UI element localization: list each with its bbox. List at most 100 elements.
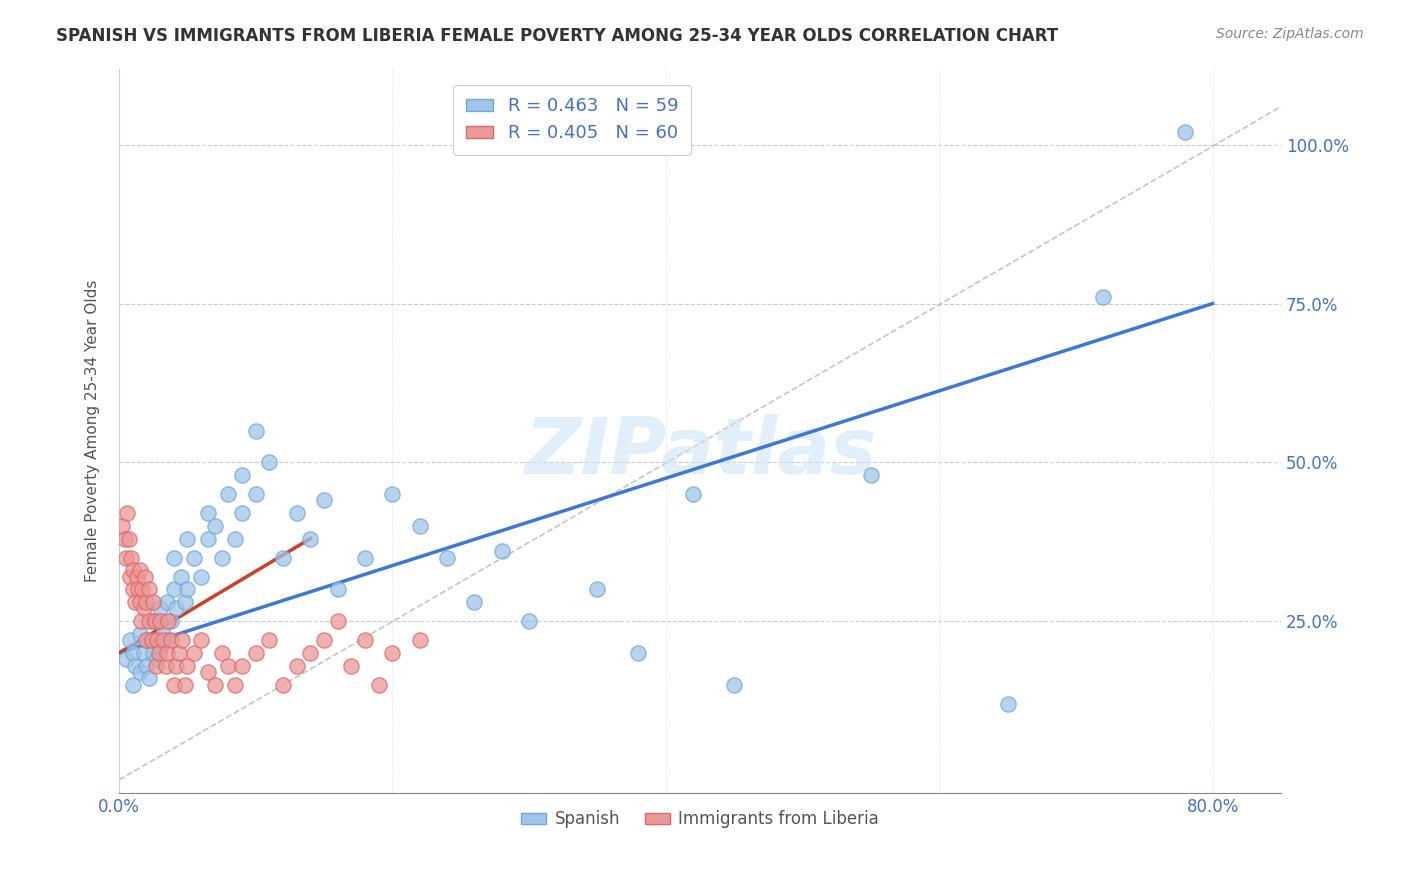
Point xyxy=(183,550,205,565)
Point xyxy=(114,532,136,546)
Point xyxy=(340,658,363,673)
Point xyxy=(156,595,179,609)
Point xyxy=(231,658,253,673)
Point xyxy=(285,658,308,673)
Point xyxy=(409,633,432,648)
Point xyxy=(259,633,281,648)
Point xyxy=(156,646,179,660)
Point xyxy=(143,614,166,628)
Point xyxy=(170,633,193,648)
Point xyxy=(124,658,146,673)
Point xyxy=(146,633,169,648)
Point xyxy=(134,570,156,584)
Text: SPANISH VS IMMIGRANTS FROM LIBERIA FEMALE POVERTY AMONG 25-34 YEAR OLDS CORRELAT: SPANISH VS IMMIGRANTS FROM LIBERIA FEMAL… xyxy=(56,27,1059,45)
Point xyxy=(160,633,183,648)
Point xyxy=(231,468,253,483)
Point xyxy=(354,550,377,565)
Point xyxy=(128,563,150,577)
Point xyxy=(118,633,141,648)
Point xyxy=(145,658,167,673)
Point xyxy=(138,671,160,685)
Point xyxy=(128,665,150,679)
Point xyxy=(491,544,513,558)
Point xyxy=(128,595,150,609)
Y-axis label: Female Poverty Among 25-34 Year Olds: Female Poverty Among 25-34 Year Olds xyxy=(86,279,100,582)
Point xyxy=(173,595,195,609)
Point xyxy=(152,627,174,641)
Point xyxy=(117,506,139,520)
Point xyxy=(135,633,157,648)
Point xyxy=(271,678,294,692)
Point xyxy=(176,532,198,546)
Point xyxy=(190,633,212,648)
Point xyxy=(128,627,150,641)
Point xyxy=(1174,125,1197,139)
Point xyxy=(121,646,143,660)
Point xyxy=(149,614,172,628)
Point xyxy=(149,640,172,654)
Point xyxy=(163,582,186,597)
Point xyxy=(314,493,336,508)
Point xyxy=(314,633,336,648)
Point xyxy=(299,646,322,660)
Point xyxy=(436,550,458,565)
Text: Source: ZipAtlas.com: Source: ZipAtlas.com xyxy=(1216,27,1364,41)
Point xyxy=(169,570,191,584)
Text: ZIPatlas: ZIPatlas xyxy=(524,414,876,491)
Point xyxy=(224,532,246,546)
Point xyxy=(682,487,704,501)
Point xyxy=(115,652,138,666)
Point xyxy=(124,595,146,609)
Point xyxy=(217,658,239,673)
Point xyxy=(152,633,174,648)
Point xyxy=(138,582,160,597)
Point xyxy=(120,550,142,565)
Point xyxy=(135,658,157,673)
Point xyxy=(211,646,233,660)
Point xyxy=(245,424,267,438)
Point xyxy=(204,519,226,533)
Point xyxy=(135,633,157,648)
Point xyxy=(409,519,432,533)
Point xyxy=(115,550,138,565)
Point xyxy=(132,646,155,660)
Point xyxy=(118,570,141,584)
Legend: Spanish, Immigrants from Liberia: Spanish, Immigrants from Liberia xyxy=(515,804,886,835)
Point xyxy=(197,665,219,679)
Point xyxy=(285,506,308,520)
Point xyxy=(131,582,153,597)
Point xyxy=(156,633,179,648)
Point xyxy=(132,601,155,615)
Point xyxy=(166,601,188,615)
Point xyxy=(166,658,188,673)
Point xyxy=(142,595,165,609)
Point xyxy=(197,506,219,520)
Point xyxy=(217,487,239,501)
Point xyxy=(463,595,485,609)
Point xyxy=(149,601,172,615)
Point xyxy=(1092,290,1115,304)
Point xyxy=(121,582,143,597)
Point xyxy=(204,678,226,692)
Point xyxy=(381,487,404,501)
Point xyxy=(117,532,139,546)
Point xyxy=(125,570,148,584)
Point xyxy=(381,646,404,660)
Point xyxy=(859,468,882,483)
Point xyxy=(142,614,165,628)
Point xyxy=(135,595,157,609)
Point xyxy=(477,125,499,139)
Point xyxy=(299,532,322,546)
Point xyxy=(155,658,177,673)
Point xyxy=(121,678,143,692)
Point xyxy=(627,646,650,660)
Point xyxy=(354,633,377,648)
Point xyxy=(997,697,1019,711)
Point xyxy=(259,455,281,469)
Point xyxy=(141,633,163,648)
Point xyxy=(129,614,152,628)
Point xyxy=(167,646,190,660)
Point xyxy=(127,582,149,597)
Point xyxy=(142,646,165,660)
Point xyxy=(163,550,186,565)
